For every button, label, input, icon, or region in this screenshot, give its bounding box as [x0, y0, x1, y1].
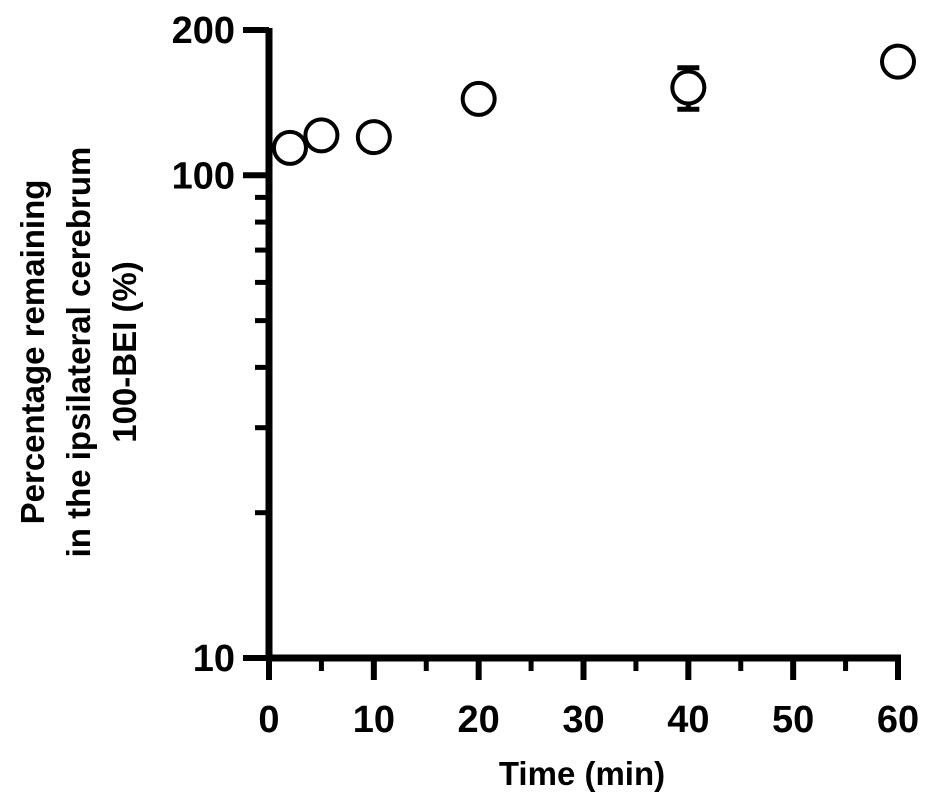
data-point: [460, 80, 497, 117]
x-tick-label: 10: [353, 699, 395, 741]
x-tick-label: 50: [772, 699, 814, 741]
x-tick-label: 20: [458, 699, 500, 741]
x-tick-label: 0: [258, 699, 279, 741]
y-axis-title-line: in the ipsilateral cerebrum: [60, 147, 97, 558]
data-point: [271, 129, 308, 166]
y-tick-label: 10: [193, 638, 235, 680]
tick-labels: 0 10 20 30 40 50 60 10 100 200: [172, 10, 920, 741]
data-point: [355, 119, 392, 156]
data-point: [303, 117, 340, 154]
x-tick-label: 30: [562, 699, 604, 741]
data-marks: [271, 43, 916, 166]
axes: [265, 28, 901, 662]
y-axis-title-line: Percentage remaining: [14, 180, 51, 525]
axis-ticks: [243, 27, 901, 680]
y-tick-label: 100: [172, 155, 235, 197]
x-tick-label: 40: [667, 699, 709, 741]
x-tick-label: 60: [877, 699, 919, 741]
y-axis-title: Percentage remaining in the ipsilateral c…: [14, 147, 143, 558]
data-point: [670, 69, 707, 106]
y-tick-label: 200: [172, 10, 235, 52]
data-point: [880, 43, 916, 80]
x-axis-title: Time (min): [499, 755, 665, 792]
y-axis-title-line: 100-BEI (%): [106, 261, 143, 443]
